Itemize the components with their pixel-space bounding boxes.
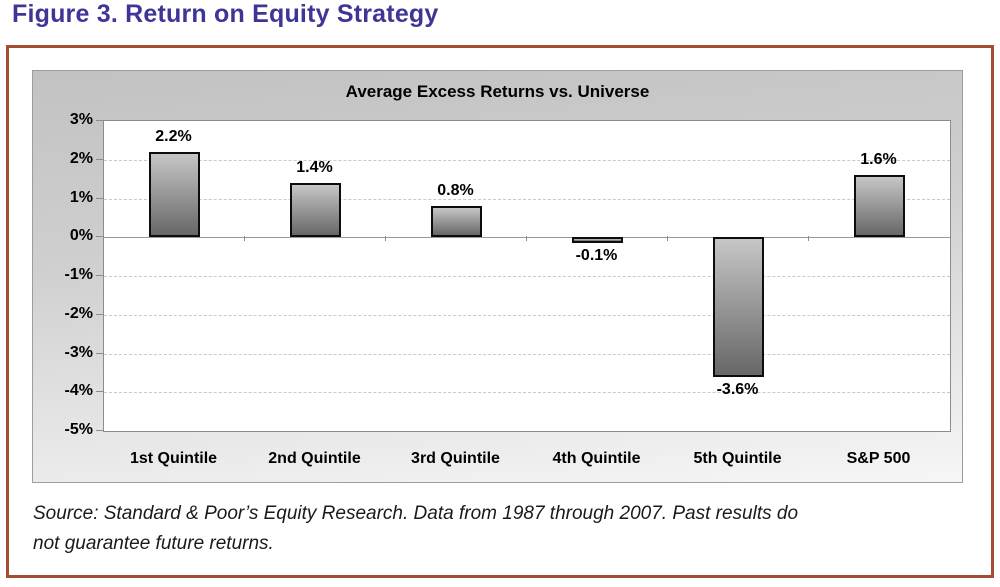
y-axis-tick-mark xyxy=(96,275,103,276)
gridline xyxy=(104,392,950,394)
y-axis-tick-label: -3% xyxy=(64,343,93,361)
y-axis-tick-mark xyxy=(96,158,103,160)
bar-value-label: 1.6% xyxy=(860,151,897,169)
y-axis-tick-label: 0% xyxy=(69,227,93,245)
y-axis-tick-label: 2% xyxy=(69,149,93,167)
bar-value-label: 2.2% xyxy=(155,128,192,145)
y-axis-tick-mark xyxy=(96,313,103,315)
y-axis-tick-label: -5% xyxy=(64,421,93,438)
x-axis-tick-mark xyxy=(808,236,809,242)
chart-title: Average Excess Returns vs. Universe xyxy=(345,82,650,101)
bar-2nd-quintile xyxy=(290,183,341,238)
gridline xyxy=(104,198,950,200)
y-axis-tick-mark xyxy=(96,391,103,393)
x-axis-category-label: 4th Quintile xyxy=(552,450,641,467)
y-axis-tick-label: 3% xyxy=(69,111,93,128)
bar-value-label: 0.8% xyxy=(437,182,474,200)
x-axis-tick-mark xyxy=(667,236,668,242)
y-axis-tick-mark xyxy=(96,236,103,238)
x-axis-tick-mark xyxy=(385,236,386,242)
bar-value-label: 1.4% xyxy=(296,159,333,176)
y-axis-tick-label: 1% xyxy=(69,188,93,206)
bar-5th-quintile xyxy=(713,237,764,377)
gridline xyxy=(104,276,950,277)
y-axis-tick-label: -1% xyxy=(64,266,93,283)
source-line: Source: Standard & Poor’s Equity Researc… xyxy=(33,503,799,524)
bar-s-p-500 xyxy=(854,175,905,238)
source-note: Source: Standard & Poor’s Equity Researc… xyxy=(33,499,973,559)
y-axis-tick-mark xyxy=(96,430,103,431)
bar-value-label: -3.6% xyxy=(716,380,759,398)
y-axis-tick-mark xyxy=(96,352,103,354)
bar-value-label: -0.1% xyxy=(575,247,618,265)
bar-4th-quintile xyxy=(572,237,623,244)
bar-1st-quintile xyxy=(149,152,200,238)
x-axis-category-label: 5th Quintile xyxy=(693,450,782,467)
bar-3rd-quintile xyxy=(431,206,482,238)
y-axis-tick-label: -4% xyxy=(64,382,93,400)
x-axis-tick-mark xyxy=(244,236,245,242)
gridline xyxy=(104,159,950,161)
figure-title: Figure 3. Return on Equity Strategy xyxy=(12,0,439,28)
y-axis-tick-label: -2% xyxy=(64,304,93,322)
source-line: not guarantee future returns. xyxy=(33,533,274,554)
gridline xyxy=(104,353,950,355)
x-axis-category-label: S&P 500 xyxy=(846,450,911,467)
zero-axis-line xyxy=(104,237,950,239)
y-axis-tick-mark xyxy=(96,120,103,121)
x-axis-tick-mark xyxy=(526,236,527,242)
y-axis-tick-mark xyxy=(96,197,103,199)
chart-area: Average Excess Returns vs. Universe 3% 2%… xyxy=(32,70,963,483)
gridline xyxy=(104,314,950,316)
x-axis-category-label: 3rd Quintile xyxy=(411,450,500,467)
x-axis-category-label: 1st Quintile xyxy=(129,450,218,467)
plot-area xyxy=(103,120,951,432)
figure-frame: Average Excess Returns vs. Universe 3% 2%… xyxy=(6,45,994,578)
x-axis-category-label: 2nd Quintile xyxy=(268,450,361,467)
